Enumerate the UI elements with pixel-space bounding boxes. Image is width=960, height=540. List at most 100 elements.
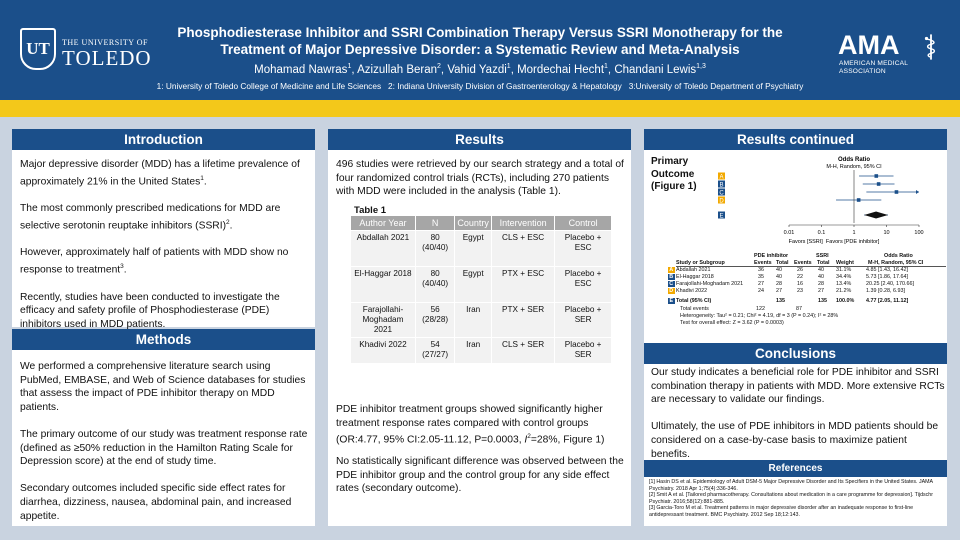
weight: 31.1%	[836, 267, 852, 273]
i-squared-symbol: I	[524, 434, 528, 446]
methods-text: We performed a comprehensive literature …	[20, 360, 312, 523]
study-point	[876, 182, 881, 186]
x-tick-label: 0.1	[818, 230, 826, 236]
cell-control: Placebo + ESC	[554, 230, 612, 267]
ssri-total: 40	[818, 274, 824, 280]
total-events-ssri: 87	[796, 306, 802, 312]
row-label: C	[668, 280, 675, 287]
ci-text: 4.85 [1.43, 16.42]	[866, 267, 908, 273]
forest-study-row: D Khadivi 2022 24 27 23 27 21.2% 1.39 [0.28, 6.…	[668, 287, 946, 295]
ci-text: 5.73 [1.86, 17.64]	[866, 274, 908, 280]
author-affil: 2	[437, 63, 441, 70]
cell-n: 56 (28/28)	[414, 302, 456, 338]
university-small-text: THE UNIVERSITY OF	[62, 38, 148, 47]
forest-table: PDE inhibitor SSRI Odds Ratio Study or S…	[668, 253, 946, 339]
author-name: Azizullah Beran	[357, 63, 438, 76]
forest-xlabel: Favors [SSRI] Favors [PDE inhibitor]	[789, 239, 880, 245]
author-affil: 1,3	[696, 63, 706, 70]
row-label-box	[718, 211, 725, 219]
row-label-box	[718, 196, 725, 204]
col-author-year: Author Year	[350, 215, 416, 231]
cell-country: Egypt	[454, 266, 492, 303]
table-row: Farajollahi-Moghadam 2021 56 (28/28) Ira…	[350, 302, 612, 338]
intro-p3-ref: 3	[120, 263, 124, 270]
results-primary-outcome-text: PDE inhibitor treatment groups showed si…	[336, 403, 628, 447]
intro-p2-end: .	[229, 220, 233, 232]
conclusions-panel: Conclusions Our study indicates a benefi…	[644, 343, 947, 460]
study-point	[856, 198, 861, 202]
author-name: Chandani Lewis	[614, 63, 697, 76]
total-events-label: Total events	[680, 306, 709, 312]
cell-intervention: CLS + ESC	[490, 230, 556, 267]
table-row: El-Haggar 2018 80 (40/40) Egypt PTX + ES…	[350, 266, 612, 303]
table-1-title: Table 1	[354, 205, 387, 216]
group-pde: PDE inhibitor	[754, 253, 789, 259]
col-mh: M-H, Random, 95% CI	[868, 259, 924, 266]
author-name: Mordechai Hecht	[517, 63, 605, 76]
pde-events: 36	[758, 267, 764, 273]
methods-paragraph-3: Secondary outcomes included specific sid…	[20, 483, 292, 522]
ssri-total: 27	[818, 288, 824, 294]
forest-axis: 0.01 0.1 1 10 100	[784, 224, 924, 236]
author-affil: 1	[604, 63, 608, 70]
intro-p1-text: Major depressive disorder (MDD) has a li…	[20, 159, 300, 188]
row-label-box	[718, 172, 725, 180]
ama-subtitle: AMERICAN MEDICAL ASSOCIATION	[839, 60, 908, 75]
author-name: Vahid Yazdi	[447, 63, 507, 76]
x-tick-label: 100	[914, 230, 923, 236]
ssri-total: 28	[818, 281, 824, 287]
intro-paragraph-4: Recently, studies have been conducted to…	[20, 291, 280, 330]
col-n: N	[414, 215, 456, 231]
results-intro-text: 496 studies were retrieved by our search…	[336, 159, 624, 198]
ssri-total: 40	[818, 267, 824, 273]
intro-p2-text: The most commonly prescribed medications…	[20, 203, 281, 232]
pooled-diamond	[864, 211, 888, 219]
pde-total: 40	[776, 267, 782, 273]
ama-sub-line-1: AMERICAN MEDICAL	[839, 60, 909, 67]
reference-item: [2] Smit A et al. [Tailored pharmacother…	[649, 492, 934, 505]
col-control: Control	[554, 215, 612, 231]
intro-paragraph-2: The most commonly prescribed medications…	[20, 202, 312, 233]
study-point	[874, 174, 879, 178]
row-label: B	[668, 273, 675, 280]
author-list: Mohamad Nawras1, Azizullah Beran2, Vahid…	[254, 63, 706, 76]
conclusions-paragraph-2: Ultimately, the use of PDE inhibitors in…	[651, 421, 939, 460]
cell-n: 54 (27/27)	[414, 337, 456, 364]
pde-total: 135	[776, 298, 785, 304]
pde-total: 28	[776, 281, 782, 287]
row-label-letter: C	[719, 190, 724, 196]
primary-outcome-text: PDE inhibitor treatment groups showed si…	[336, 404, 603, 446]
overall-effect-text: Test for overall effect: Z = 3.62 (P = 0…	[680, 320, 784, 326]
x-tick-label: 10	[883, 230, 889, 236]
conclusions-paragraph-1: Our study indicates a beneficial role fo…	[651, 367, 945, 406]
ama-sub-line-2: ASSOCIATION	[839, 67, 886, 75]
intro-p3-text: However, approximately half of patients …	[20, 247, 289, 276]
total-events-pde: 122	[756, 306, 765, 312]
cell-country: Iran	[454, 302, 492, 338]
study-name: Farajollahi-Moghadam 2021	[676, 281, 744, 287]
poster-header: UT THE UNIVERSITY OF TOLEDO Phosphodiest…	[0, 0, 960, 100]
methods-panel: Methods We performed a comprehensive lit…	[12, 329, 315, 526]
weight: 13.4%	[836, 281, 852, 287]
table-row: Abdallah 2021 80 (40/40) Egypt CLS + ESC…	[350, 230, 612, 267]
methods-heading: Methods	[12, 329, 315, 350]
table-header-row: Author Year N Country Intervention Contr…	[350, 215, 612, 231]
author-affil: 1	[506, 63, 511, 70]
forest-subtitle: M-H, Random, 95% CI	[826, 164, 882, 170]
weight: 21.2%	[836, 288, 852, 294]
results-panel: Results 496 studies were retrieved by ou…	[328, 129, 631, 526]
ssri-total: 135	[818, 298, 827, 304]
pde-events: 27	[758, 281, 764, 287]
col-total-1: Total	[776, 259, 789, 266]
col-intervention: Intervention	[490, 215, 556, 231]
forest-study-row: C Farajollahi-Moghadam 2021 27 28 16 28 13.4% 2…	[668, 280, 946, 288]
forest-table-columns: Study or Subgroup Events Total Events To…	[676, 260, 946, 267]
study-name: Khadivi 2022	[676, 288, 708, 294]
conclusions-text: Our study indicates a beneficial role fo…	[651, 366, 945, 461]
i-squared-sup: 2	[527, 433, 531, 441]
ci-text: 20.25 [2.40, 170.66]	[866, 281, 914, 287]
intro-p3-end: .	[123, 264, 127, 276]
pde-events: 35	[758, 274, 764, 280]
study-name: El-Haggar 2018	[676, 274, 714, 280]
